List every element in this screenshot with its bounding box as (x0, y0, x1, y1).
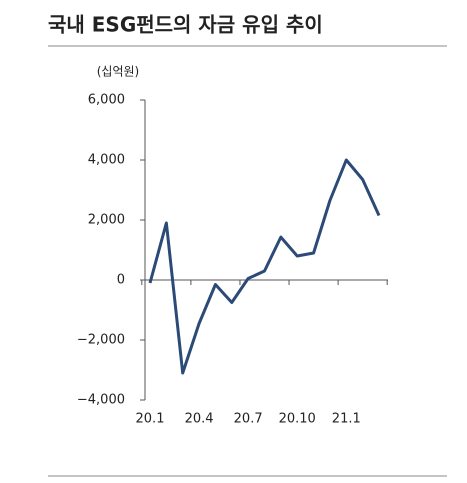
x-tick-label: 20.1 (136, 412, 165, 427)
y-tick-label: 6,000 (88, 93, 125, 108)
y-axis-label: (십억원) (97, 65, 139, 79)
chart-title: 국내 ESG펀드의 자금 유입 추이 (48, 13, 323, 37)
y-tick-label: −4,000 (77, 393, 125, 408)
y-tick-label: −2,000 (77, 333, 125, 348)
y-tick-label: 0 (117, 273, 125, 288)
data-line (148, 158, 381, 375)
x-tick-label: 21.1 (332, 412, 361, 427)
x-tick-label: 20.10 (279, 412, 316, 427)
y-tick-label: 2,000 (88, 213, 125, 228)
x-tick-label: 20.4 (185, 412, 214, 427)
y-tick-label: 4,000 (88, 153, 125, 168)
x-tick-label: 20.7 (234, 412, 263, 427)
